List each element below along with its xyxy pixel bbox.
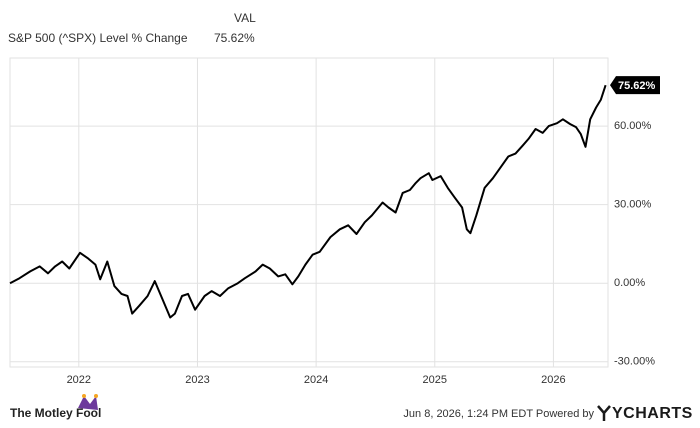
y-tick-label: 30.00%: [614, 199, 652, 211]
x-tick-label: 2026: [541, 374, 565, 386]
last-value-label: 75.62%: [618, 80, 656, 92]
last-value-badge: [610, 76, 660, 95]
x-tick-label: 2025: [423, 374, 447, 386]
x-tick-label: 2024: [304, 374, 328, 386]
y-tick-label: 60.00%: [614, 120, 652, 132]
legend-header: VAL: [234, 11, 256, 25]
timestamp: Jun 8, 2026, 1:24 PM EDT Powered by: [403, 408, 594, 420]
legend-name: S&P 500 (^SPX) Level % Change: [8, 31, 188, 45]
ycharts-mark: [597, 405, 611, 421]
x-tick-label: 2022: [67, 374, 91, 386]
motley-fool-logo: The Motley Fool: [10, 394, 101, 420]
provider: YCHARTS: [612, 405, 693, 422]
plot-frame: [9, 57, 609, 368]
x-tick-label: 2023: [185, 374, 209, 386]
line: [9, 84, 607, 319]
y-tick-label: -30.00%: [614, 356, 655, 368]
brand: The Motley Fool: [10, 406, 101, 420]
legend-value: 75.62%: [214, 31, 255, 45]
y-tick-label: 0.00%: [614, 277, 645, 289]
